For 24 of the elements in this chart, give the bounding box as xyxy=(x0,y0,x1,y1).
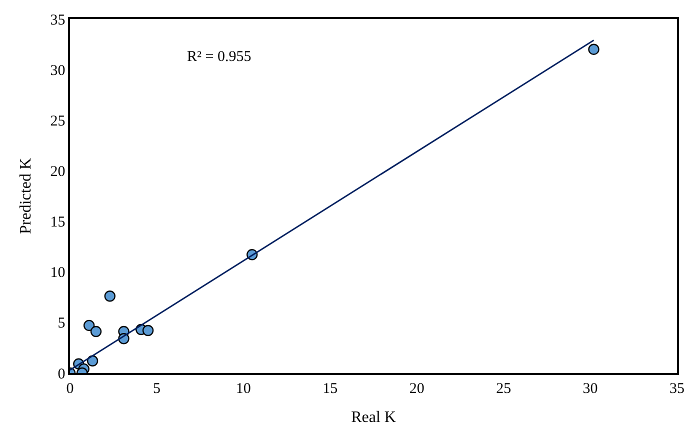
x-tick-label: 15 xyxy=(322,380,338,397)
point xyxy=(83,320,95,332)
annotation: R² = 0.955 xyxy=(187,49,252,65)
y-tick-label: 15 xyxy=(50,214,66,231)
x-tick-label: 30 xyxy=(582,380,598,397)
x-tick-label: 5 xyxy=(152,380,160,397)
x-tick-label: 10 xyxy=(236,380,251,397)
y-tick-label: 25 xyxy=(50,113,66,130)
y-tick-label: 10 xyxy=(50,265,66,282)
y-tick-label: 5 xyxy=(58,316,66,332)
x-axis-title: Real K xyxy=(351,408,396,426)
point xyxy=(104,290,116,302)
x-tick-label: 35 xyxy=(670,380,684,397)
point xyxy=(142,324,154,336)
y-tick-label: 20 xyxy=(50,164,66,180)
point xyxy=(86,355,98,366)
y-tick-label: 0 xyxy=(58,366,66,382)
x-tick-label: 25 xyxy=(496,380,512,397)
y-axis-title: Predicted K xyxy=(18,158,35,234)
y-tick-label: 35 xyxy=(50,12,66,28)
y-tick-label: 30 xyxy=(50,62,66,79)
x-tick-label: 20 xyxy=(409,380,424,397)
point xyxy=(90,326,102,338)
point xyxy=(588,44,600,55)
